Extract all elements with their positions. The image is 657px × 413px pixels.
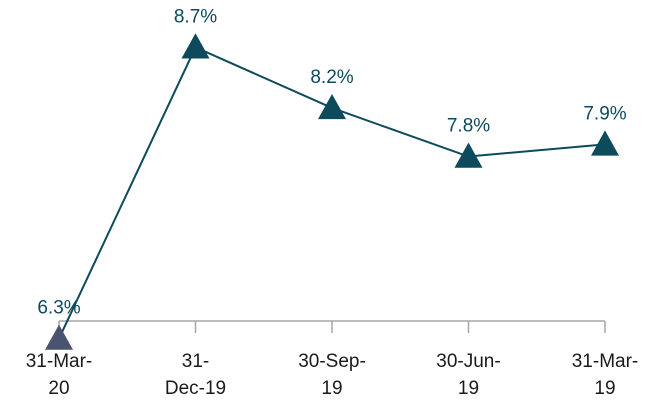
data-point-marker (454, 142, 483, 168)
x-tick-label-line: 20 (48, 378, 69, 399)
data-point-marker (591, 130, 619, 156)
data-label: 7.8% (447, 116, 490, 137)
x-tick-label-line: Dec-19 (165, 378, 226, 399)
x-tick-label-line: 19 (321, 378, 342, 399)
x-tick-label-line: 31- (182, 351, 209, 372)
data-point-marker (318, 93, 346, 120)
x-tick-label: 30-Jun- 19 (436, 351, 500, 399)
x-tick-label-line: 31-Mar- (26, 351, 93, 372)
data-label: 7.9% (583, 103, 626, 124)
x-tick-label: 31- Dec-19 (165, 351, 226, 399)
data-label: 8.7% (174, 6, 217, 27)
data-point-marker (181, 33, 210, 59)
data-label: 6.3% (37, 298, 80, 319)
x-tick-label-line: 31-Mar- (572, 351, 639, 372)
x-tick-label-line: 19 (594, 378, 615, 399)
series-line (58, 45, 606, 340)
x-tick-label: 31-Mar- 20 (26, 351, 93, 399)
x-tick-label-line: 30-Sep- (298, 351, 366, 372)
data-label: 8.2% (310, 67, 353, 88)
x-tick-label-line: 19 (458, 378, 479, 399)
x-tick-label-line: 30-Jun- (436, 351, 500, 372)
data-point-marker (45, 324, 73, 350)
x-tick-label: 31-Mar- 19 (572, 351, 639, 399)
x-tick-label: 30-Sep- 19 (298, 351, 366, 399)
